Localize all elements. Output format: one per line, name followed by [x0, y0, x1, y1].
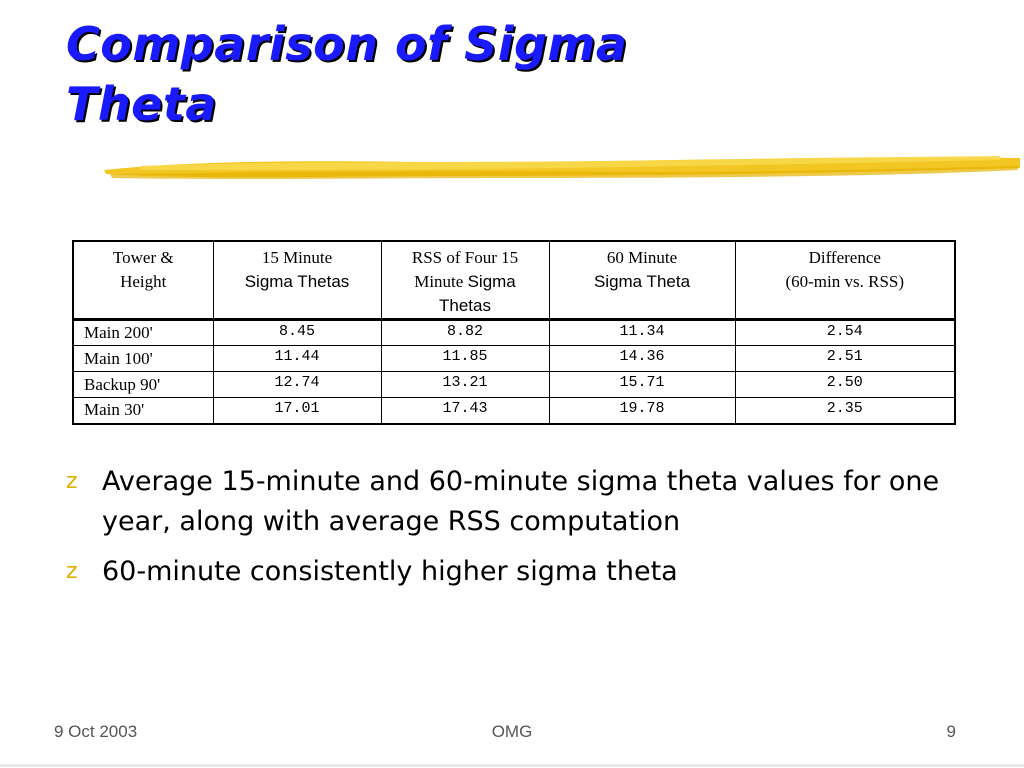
- header-15-minute-line2: Sigma Thetas: [244, 272, 350, 291]
- table-row: Main 100' 11.44 11.85 14.36 2.51: [72, 345, 956, 372]
- bottom-divider: [0, 764, 1024, 767]
- header-rss-line2b: Sigma: [467, 272, 516, 291]
- footer-page-number: 9: [946, 722, 956, 741]
- header-tower-height-line1: Tower &: [112, 248, 174, 267]
- slide-title-line-2: Theta: [66, 77, 217, 131]
- header-rss-line1: RSS of Four 15: [411, 248, 519, 267]
- header-tower-height-line2: Height: [120, 272, 167, 291]
- header-rss-line2a: Minute: [414, 272, 464, 291]
- header-rss-line3: Thetas: [439, 296, 491, 315]
- header-tower-height: Tower & Height: [72, 240, 214, 320]
- cell-15-minute: 8.45: [212, 319, 382, 346]
- row-label: Backup 90': [72, 371, 214, 398]
- header-difference: Difference (60-min vs. RSS): [734, 240, 956, 320]
- table-row: Main 200' 8.45 8.82 11.34 2.54: [72, 319, 956, 346]
- cell-60-minute: 14.36: [548, 345, 736, 372]
- header-60-minute-line2: Sigma Theta: [593, 272, 691, 291]
- header-60-minute: 60 Minute Sigma Theta: [548, 240, 736, 320]
- footer-date: 9 Oct 2003: [54, 722, 138, 741]
- row-label: Main 200': [72, 319, 214, 346]
- cell-15-minute: 17.01: [212, 397, 382, 424]
- bullet-text: Average 15-minute and 60-minute sigma th…: [102, 466, 940, 537]
- header-60-minute-line1: 60 Minute: [606, 248, 678, 267]
- slide-title-line-1: Comparison of Sigma: [66, 17, 628, 71]
- cell-15-minute: 11.44: [212, 345, 382, 372]
- cell-difference: 2.51: [734, 345, 956, 372]
- header-difference-line1: Difference: [808, 248, 881, 267]
- table-row: Backup 90' 12.74 13.21 15.71 2.50: [72, 371, 956, 398]
- cell-rss: 13.21: [380, 371, 550, 398]
- cell-difference: 2.35: [734, 397, 956, 424]
- footer-center-text: OMG: [491, 722, 533, 741]
- sigma-theta-table: Tower & Height 15 Minute Sigma Thetas RS…: [72, 240, 956, 425]
- z-bullet-icon: z: [66, 469, 78, 494]
- brush-stroke-underline: [104, 156, 1020, 179]
- cell-rss: 8.82: [380, 319, 550, 346]
- sigma-theta-table-container: Tower & Height 15 Minute Sigma Thetas RS…: [72, 240, 956, 425]
- header-difference-line2: (60-min vs. RSS): [785, 272, 905, 291]
- cell-difference: 2.54: [734, 319, 956, 346]
- header-15-minute: 15 Minute Sigma Thetas: [212, 240, 382, 320]
- bullet-item: z Average 15-minute and 60-minute sigma …: [66, 462, 946, 542]
- z-bullet-icon: z: [66, 559, 78, 584]
- row-label: Main 100': [72, 345, 214, 372]
- cell-60-minute: 15.71: [548, 371, 736, 398]
- row-label: Main 30': [72, 397, 214, 424]
- slide-title: Comparison of Sigma Theta: [66, 14, 627, 134]
- cell-rss: 17.43: [380, 397, 550, 424]
- header-rss: RSS of Four 15 Minute Sigma Thetas: [380, 240, 550, 320]
- cell-60-minute: 19.78: [548, 397, 736, 424]
- bullet-list: z Average 15-minute and 60-minute sigma …: [66, 462, 946, 602]
- bullet-text: 60-minute consistently higher sigma thet…: [102, 556, 678, 587]
- table-header-row: Tower & Height 15 Minute Sigma Thetas RS…: [72, 240, 956, 320]
- cell-difference: 2.50: [734, 371, 956, 398]
- cell-60-minute: 11.34: [548, 319, 736, 346]
- header-15-minute-line1: 15 Minute: [261, 248, 333, 267]
- cell-15-minute: 12.74: [212, 371, 382, 398]
- table-row: Main 30' 17.01 17.43 19.78 2.35: [72, 397, 956, 424]
- bullet-item: z 60-minute consistently higher sigma th…: [66, 552, 946, 592]
- cell-rss: 11.85: [380, 345, 550, 372]
